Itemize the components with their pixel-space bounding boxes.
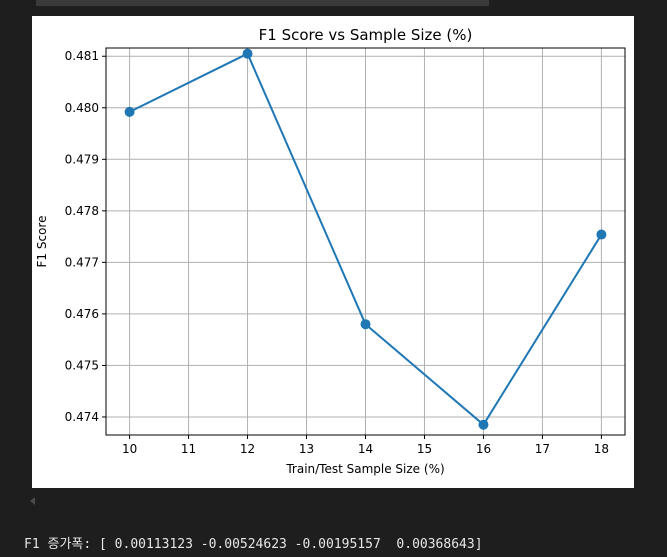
x-tick-label: 12 <box>240 442 255 456</box>
x-tick-label: 13 <box>299 442 314 456</box>
scroll-left-arrow-icon[interactable] <box>30 497 35 505</box>
chart-title: F1 Score vs Sample Size (%) <box>259 26 473 44</box>
x-tick-label: 16 <box>476 442 491 456</box>
x-axis-label: Train/Test Sample Size (%) <box>285 462 444 476</box>
y-tick-label: 0.478 <box>65 204 99 218</box>
line-chart: F1 Score vs Sample Size (%) 10 11 12 13 14 15 1… <box>35 26 626 476</box>
y-axis-label: F1 Score <box>35 216 49 268</box>
y-tick-label: 0.474 <box>65 410 99 424</box>
x-tick-label: 17 <box>535 442 550 456</box>
data-point <box>596 229 607 240</box>
data-point <box>242 48 253 59</box>
y-tick-label: 0.480 <box>65 101 99 115</box>
x-tick-label: 18 <box>594 442 609 456</box>
y-tick-label: 0.477 <box>65 255 99 269</box>
y-tick-label: 0.481 <box>65 49 99 63</box>
data-point <box>124 106 135 117</box>
y-tick-label: 0.475 <box>65 358 99 372</box>
data-point <box>360 319 371 330</box>
plot-frame <box>105 47 626 436</box>
plot-output: F1 Score vs Sample Size (%) 10 11 12 13 14 15 1… <box>32 16 634 488</box>
y-tick-label: 0.476 <box>65 307 99 321</box>
previous-cell-edge <box>36 0 489 6</box>
x-tick-label: 10 <box>122 442 137 456</box>
x-tick-label: 14 <box>358 442 373 456</box>
x-tick-label: 15 <box>417 442 432 456</box>
console-output: F1 증가폭: [ 0.00113123 -0.00524623 -0.0019… <box>24 537 483 552</box>
y-tick-label: 0.479 <box>65 152 99 166</box>
data-point <box>478 419 489 430</box>
x-tick-label: 11 <box>181 442 196 456</box>
